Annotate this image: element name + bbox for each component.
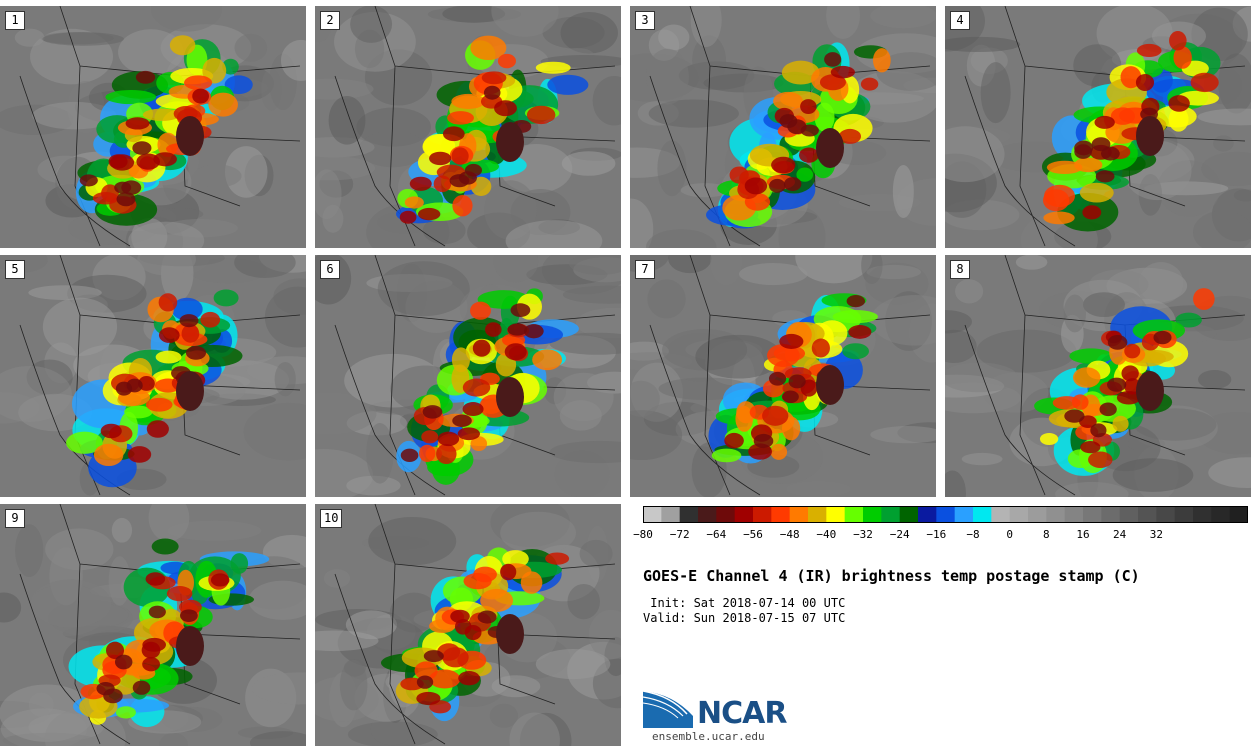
colorbar-tick-labels: −80 −72 −64 −56 −48 −40 −32 −24 −16 −8 0 8 16 24 32 xyxy=(633,528,1260,544)
colorbar-swatch xyxy=(643,506,662,523)
colorbar-swatch xyxy=(789,506,809,523)
colorbar-tick-label: −72 xyxy=(669,528,690,541)
colorbar-swatch xyxy=(1156,506,1176,523)
colorbar-tick-label: 0 xyxy=(1006,528,1013,541)
colorbar-swatch xyxy=(899,506,919,523)
colorbar-swatch xyxy=(679,506,699,523)
colorbar-swatch xyxy=(1211,506,1231,523)
colorbar-tick-label: −48 xyxy=(779,528,800,541)
init-time: Init: Sat 2018-07-14 00 UTC xyxy=(643,596,846,610)
colorbar-tick-label: −56 xyxy=(743,528,763,541)
satellite-map xyxy=(315,504,621,746)
ensemble-member-panel[interactable]: 5 xyxy=(0,255,306,497)
ensemble-member-panel[interactable]: 2 xyxy=(315,6,621,248)
satellite-map xyxy=(0,255,306,496)
colorbar-swatch xyxy=(826,506,846,523)
colorbar-tick-label: −16 xyxy=(926,528,947,541)
colorbar-swatch xyxy=(1046,506,1066,523)
member-number-label: 6 xyxy=(320,260,340,279)
colorbar-swatch xyxy=(1229,506,1248,523)
colorbar-swatch xyxy=(973,506,992,523)
member-number-label: 2 xyxy=(320,11,340,30)
member-number-label: 3 xyxy=(635,11,655,30)
colorbar-swatch xyxy=(1193,506,1212,523)
colorbar-swatch xyxy=(1138,506,1157,523)
ensemble-member-panel[interactable]: 6 xyxy=(315,255,621,497)
member-number-label: 10 xyxy=(320,509,343,528)
member-number-label: 5 xyxy=(5,260,25,279)
member-number-label: 9 xyxy=(5,509,25,528)
colorbar-tick-label: −40 xyxy=(816,528,837,541)
logo-wordmark: NCAR xyxy=(697,696,787,731)
site-link[interactable]: ensemble.ucar.edu xyxy=(652,730,765,743)
member-number-label: 7 xyxy=(635,260,655,279)
ensemble-member-panel[interactable]: 4 xyxy=(945,6,1251,248)
ensemble-member-panel[interactable]: 9 xyxy=(0,504,306,746)
colorbar-swatch xyxy=(936,506,956,523)
colorbar-swatch xyxy=(734,506,754,523)
colorbar-swatch xyxy=(881,506,901,523)
colorbar xyxy=(643,506,1248,523)
ensemble-member-panel[interactable]: 8 xyxy=(945,255,1251,497)
colorbar-swatch xyxy=(771,506,791,523)
colorbar-tick-label: 32 xyxy=(1149,528,1163,541)
figure-title: GOES-E Channel 4 (IR) brightness temp po… xyxy=(643,567,1140,585)
ensemble-member-panel[interactable]: 3 xyxy=(630,6,936,248)
colorbar-tick-label: −80 xyxy=(633,528,653,541)
colorbar-swatch xyxy=(863,506,882,523)
colorbar-swatch xyxy=(1174,506,1194,523)
colorbar-swatch xyxy=(1083,506,1102,523)
member-number-label: 1 xyxy=(5,11,25,30)
colorbar-swatch xyxy=(1009,506,1029,523)
satellite-map xyxy=(315,255,621,497)
satellite-map xyxy=(630,255,936,497)
member-number-label: 8 xyxy=(950,260,970,279)
colorbar-swatch xyxy=(1119,506,1139,523)
colorbar-tick-label: −24 xyxy=(889,528,910,541)
ncar-logo-icon xyxy=(643,690,693,728)
colorbar-swatch xyxy=(1101,506,1121,523)
colorbar-swatch xyxy=(698,506,717,523)
colorbar-tick-label: −64 xyxy=(706,528,727,541)
colorbar-tick-label: −8 xyxy=(966,528,980,541)
satellite-map xyxy=(630,6,936,248)
colorbar-tick-label: 24 xyxy=(1113,528,1127,541)
satellite-map xyxy=(0,6,306,248)
colorbar-swatch xyxy=(753,506,772,523)
colorbar-swatch xyxy=(991,506,1011,523)
valid-time: Valid: Sun 2018-07-15 07 UTC xyxy=(643,611,846,625)
member-number-label: 4 xyxy=(950,11,970,30)
ensemble-member-panel[interactable]: 1 xyxy=(0,6,306,248)
colorbar-swatch xyxy=(1064,506,1084,523)
colorbar-swatch xyxy=(954,506,974,523)
colorbar-swatch xyxy=(661,506,681,523)
satellite-map xyxy=(945,6,1251,248)
colorbar-swatch xyxy=(844,506,864,523)
satellite-map xyxy=(0,504,306,746)
colorbar-swatch xyxy=(716,506,736,523)
ensemble-member-panel[interactable]: 7 xyxy=(630,255,936,497)
satellite-map xyxy=(945,255,1251,497)
colorbar-tick-label: −32 xyxy=(853,528,873,541)
colorbar-tick-label: 8 xyxy=(1043,528,1050,541)
ensemble-member-panel[interactable]: 10 xyxy=(315,504,621,746)
satellite-map xyxy=(315,6,621,248)
colorbar-swatch xyxy=(918,506,937,523)
colorbar-swatch xyxy=(1028,506,1047,523)
colorbar-outline xyxy=(643,506,1248,523)
colorbar-tick-label: 16 xyxy=(1076,528,1090,541)
colorbar-swatch xyxy=(808,506,827,523)
